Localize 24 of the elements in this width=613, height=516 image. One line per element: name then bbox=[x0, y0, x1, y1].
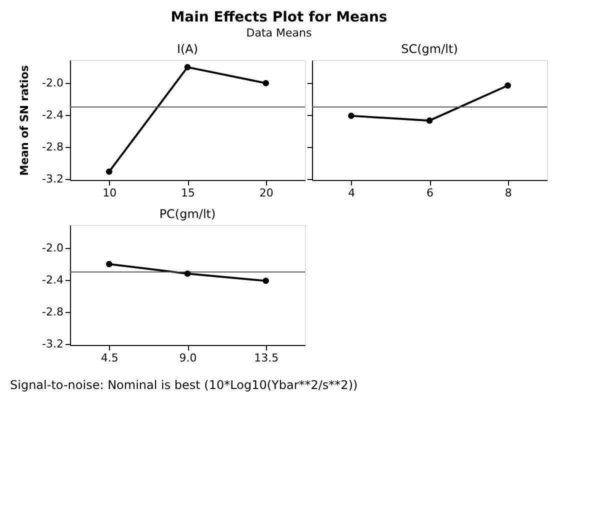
y-tick-label: -2.0 bbox=[42, 76, 64, 90]
y-tick-label: -2.4 bbox=[42, 108, 64, 122]
x-tick-label: 9.0 bbox=[179, 352, 197, 364]
y-tick-label: -2.4 bbox=[42, 274, 64, 287]
text: Data Means bbox=[246, 26, 312, 40]
chart-title: I(A) bbox=[176, 42, 198, 56]
text: Main Effects Plot for Means bbox=[170, 10, 388, 26]
text: Signal-to-noise: Nominal is best (10*Log10(Ybar**2/s**2)) bbox=[10, 378, 358, 392]
y-axis-title: Mean of SN ratios bbox=[18, 64, 32, 176]
y-tick-label: -2.0 bbox=[42, 242, 64, 255]
chart-title: SC(gm/lt) bbox=[401, 42, 458, 56]
x-tick-label: 13.5 bbox=[254, 352, 279, 364]
y-tick-label: -3.2 bbox=[42, 337, 64, 350]
x-tick-label: 20 bbox=[259, 186, 274, 200]
x-tick-label: 6 bbox=[426, 186, 434, 200]
chart-title: PC(gm/lt) bbox=[159, 207, 216, 221]
x-tick-label: 4 bbox=[348, 186, 356, 200]
x-tick-label: 8 bbox=[504, 186, 512, 200]
x-tick-label: 4.5 bbox=[100, 352, 118, 364]
y-tick-label: -3.2 bbox=[42, 172, 64, 186]
x-tick-label: 10 bbox=[102, 186, 117, 200]
y-tick-label: -2.8 bbox=[42, 305, 64, 318]
y-tick-label: -2.8 bbox=[42, 140, 64, 154]
x-tick-label: 15 bbox=[181, 186, 195, 200]
